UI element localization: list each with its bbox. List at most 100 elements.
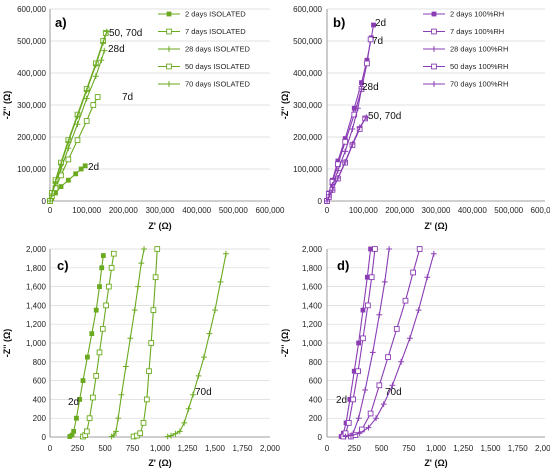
- data-point: [223, 250, 229, 257]
- annotation-label: 2d: [375, 18, 386, 29]
- data-point: [65, 138, 72, 145]
- data-point: [83, 95, 90, 102]
- data-point: [358, 86, 365, 92]
- y-tick-label: 0: [42, 197, 47, 206]
- data-point: [365, 302, 371, 309]
- y-tick-label: 1,600: [302, 283, 323, 292]
- data-point: [166, 11, 172, 17]
- data-point: [415, 307, 422, 313]
- data-point: [99, 326, 106, 332]
- series-4: [130, 246, 161, 440]
- series-3: [108, 246, 147, 440]
- legend-label: 28 days 100%RH: [450, 45, 508, 54]
- annotation-label: 50, 70d: [368, 111, 401, 122]
- y-tick-label: 1,600: [26, 283, 47, 292]
- x-tick-label: 600,000: [531, 206, 550, 215]
- data-point: [206, 330, 213, 337]
- x-tick-label: 1,750: [232, 444, 253, 453]
- data-point: [431, 46, 437, 52]
- data-point: [110, 432, 117, 439]
- data-point: [431, 81, 437, 87]
- y-tick-label: 400: [309, 395, 323, 404]
- x-tick-label: 250: [71, 444, 85, 453]
- data-point: [77, 397, 83, 402]
- data-point: [369, 349, 376, 356]
- data-point: [356, 340, 362, 346]
- data-point: [166, 28, 172, 35]
- data-point: [335, 158, 341, 164]
- y-axis-title: -Z'' (Ω): [280, 329, 290, 358]
- series-2: [47, 94, 101, 204]
- data-point: [363, 114, 370, 121]
- data-point: [135, 283, 141, 290]
- data-point: [83, 87, 90, 94]
- data-point: [92, 73, 99, 80]
- data-point: [74, 415, 79, 421]
- legend-label: 7 days ISOLATED: [185, 27, 246, 36]
- annotation-label: 70d: [385, 387, 402, 398]
- data-point: [86, 415, 93, 422]
- data-point: [78, 166, 84, 172]
- x-tick-label: 400,000: [458, 206, 487, 215]
- data-point: [108, 264, 115, 271]
- data-point: [138, 260, 145, 266]
- data-point: [371, 22, 376, 28]
- x-axis-title: Z' (Ω): [148, 458, 171, 468]
- x-tick-label: 1,000: [150, 444, 171, 453]
- y-axis-title: -Z'' (Ω): [2, 91, 12, 120]
- x-tick-label: 1,750: [508, 444, 529, 453]
- data-point: [431, 63, 437, 70]
- legend-label: 50 days 100%RH: [450, 62, 508, 71]
- data-point: [364, 274, 370, 280]
- x-tick-label: 0: [325, 444, 330, 453]
- x-tick-label: 200,000: [385, 206, 414, 215]
- y-tick-label: 400: [33, 395, 47, 404]
- y-tick-label: 500,000: [293, 37, 322, 46]
- series-5: [342, 250, 437, 440]
- data-point: [93, 307, 99, 313]
- data-point: [335, 167, 341, 174]
- data-point: [137, 430, 144, 437]
- data-point: [52, 178, 59, 185]
- panel-label: c): [57, 258, 69, 273]
- y-tick-label: 100,000: [293, 165, 322, 174]
- data-point: [47, 198, 53, 204]
- data-point: [168, 432, 174, 439]
- data-point: [402, 297, 409, 304]
- data-point: [94, 94, 101, 100]
- data-point: [65, 177, 71, 183]
- data-point: [398, 358, 405, 365]
- data-point: [85, 354, 90, 360]
- data-point: [69, 432, 75, 438]
- series-2: [80, 250, 117, 440]
- annotation-label: 50, 70d: [109, 28, 142, 39]
- data-point: [364, 60, 370, 67]
- series-line: [69, 255, 104, 437]
- data-point: [431, 11, 437, 17]
- series-1: [67, 253, 106, 439]
- y-axis-title: -Z'' (Ω): [280, 91, 290, 120]
- y-tick-label: 200: [309, 414, 323, 423]
- data-point: [356, 124, 363, 131]
- data-point: [92, 62, 99, 68]
- annotation-label: 70d: [195, 387, 212, 398]
- data-point: [98, 57, 105, 64]
- data-point: [110, 250, 117, 257]
- y-tick-label: 400,000: [293, 69, 322, 78]
- legend: 2 days 100%RH 7 days 100%RH 28 days 100%RH…: [423, 10, 508, 89]
- x-tick-label: 750: [126, 444, 140, 453]
- y-tick-label: 1,400: [302, 301, 323, 310]
- x-tick-label: 0: [48, 206, 53, 215]
- data-point: [48, 191, 55, 197]
- panel-label: b): [333, 15, 345, 30]
- series-5: [164, 250, 229, 440]
- data-point: [127, 335, 134, 342]
- data-point: [176, 428, 183, 435]
- series-line: [350, 248, 421, 438]
- y-tick-label: 0: [42, 433, 47, 442]
- data-point: [354, 105, 361, 112]
- data-point: [381, 279, 388, 285]
- data-point: [212, 307, 218, 313]
- panel-c: 0 200 400 600 800 1,000 1,200 1,400 1,600 1,800 2,…: [2, 245, 281, 468]
- data-point: [80, 378, 86, 383]
